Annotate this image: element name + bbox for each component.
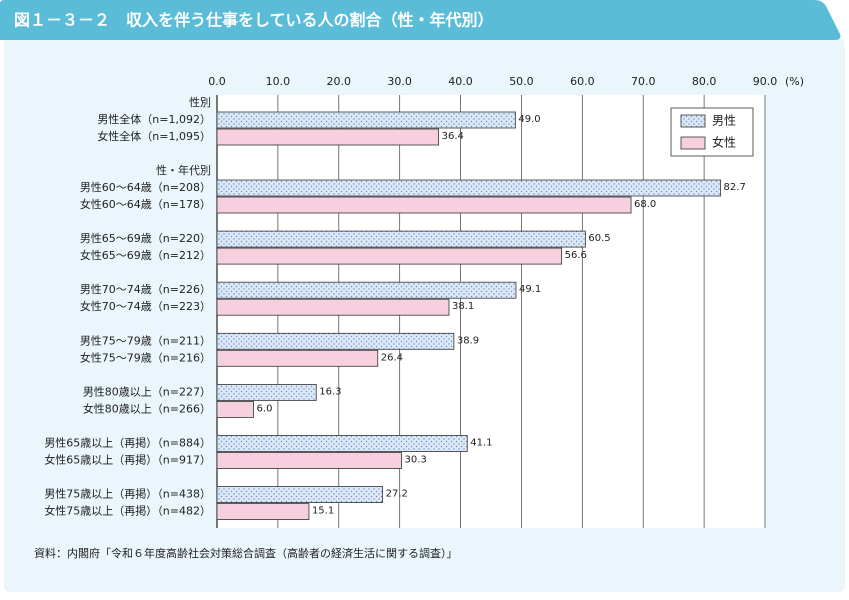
y-tick-label: 女性80歳以上（n=266） (83, 401, 211, 415)
y-tick-label: 女性60～64歳（n=178） (80, 197, 211, 211)
value-label: 60.5 (588, 233, 610, 244)
header-bar (0, 0, 841, 40)
value-label: 15.1 (312, 506, 334, 517)
bar (216, 247, 563, 265)
y-tick-label: 女性75歳以上（再掲）（n=482） (44, 504, 211, 518)
value-label: 6.0 (257, 403, 273, 414)
bar (216, 503, 310, 521)
bar (216, 332, 455, 350)
value-label: 36.4 (442, 131, 464, 142)
y-tick-label: 女性65歳以上（再掲）（n=917） (44, 453, 211, 467)
bar (216, 349, 379, 367)
bar (216, 230, 586, 248)
x-tick-label: 30.0 (387, 75, 412, 88)
value-label: 68.0 (634, 199, 656, 210)
x-tick-label: 40.0 (448, 75, 473, 88)
legend-swatch (680, 136, 706, 150)
bar (216, 400, 254, 418)
bar (216, 179, 721, 197)
bar (216, 298, 450, 316)
x-tick-label: 0.0 (208, 75, 226, 88)
value-label: 56.6 (565, 250, 587, 261)
bar (216, 383, 317, 401)
value-label: 38.1 (452, 301, 474, 312)
y-tick-label: 男性75歳以上（再掲）（n=438） (44, 487, 211, 501)
value-label: 16.3 (319, 386, 341, 397)
x-tick-label: 90.0 (753, 75, 778, 88)
legend-swatch (680, 114, 706, 128)
x-unit: (%) (785, 75, 804, 88)
x-tick-label: 20.0 (327, 75, 352, 88)
value-label: 82.7 (724, 182, 746, 193)
value-label: 38.9 (457, 335, 479, 346)
chart-title: 図１－３－２ 収入を伴う仕事をしている人の割合（性・年代別） (14, 11, 494, 30)
x-tick-label: 70.0 (631, 75, 656, 88)
group-label: 性別 (189, 95, 211, 109)
legend-label: 男性 (712, 114, 736, 128)
x-tick-label: 80.0 (692, 75, 717, 88)
y-tick-label: 女性75～79歳（n=216） (80, 350, 211, 364)
y-tick-label: 男性75～79歳（n=211） (80, 333, 211, 347)
x-tick-label: 60.0 (570, 75, 595, 88)
bar (216, 196, 632, 214)
group-label: 性・年代別 (156, 163, 211, 177)
y-tick-label: 男性65～69歳（n=220） (80, 231, 211, 245)
x-tick-label: 50.0 (509, 75, 534, 88)
y-tick-label: 男性65歳以上（再掲）（n=884） (44, 436, 211, 450)
y-tick-label: 女性65～69歳（n=212） (80, 248, 211, 262)
value-label: 49.1 (519, 284, 541, 295)
bar (216, 486, 384, 504)
value-label: 49.0 (518, 114, 540, 125)
y-tick-label: 男性70～74歳（n=226） (80, 282, 211, 296)
x-tick-label: 10.0 (266, 75, 291, 88)
bar (216, 128, 440, 146)
bar (216, 435, 468, 452)
y-tick-label: 男性80歳以上（n=227） (83, 384, 211, 398)
bar (216, 111, 516, 129)
value-label: 41.1 (470, 438, 492, 449)
legend-label: 女性 (712, 135, 736, 150)
y-tick-label: 女性全体（n=1,095） (97, 129, 211, 143)
source-note: 資料：内閣府「令和６年度高齢社会対策総合調査（高齢者の経済生活に関する調査）」 (34, 546, 458, 560)
value-label: 30.3 (404, 455, 426, 466)
value-label: 27.2 (386, 489, 408, 500)
y-tick-label: 男性60～64歳（n=208） (80, 180, 211, 194)
value-label: 26.4 (381, 352, 403, 363)
bar (216, 452, 402, 469)
bar (216, 281, 517, 299)
y-tick-label: 男性全体（n=1,092） (97, 112, 211, 126)
y-tick-label: 女性70～74歳（n=223） (80, 299, 211, 313)
